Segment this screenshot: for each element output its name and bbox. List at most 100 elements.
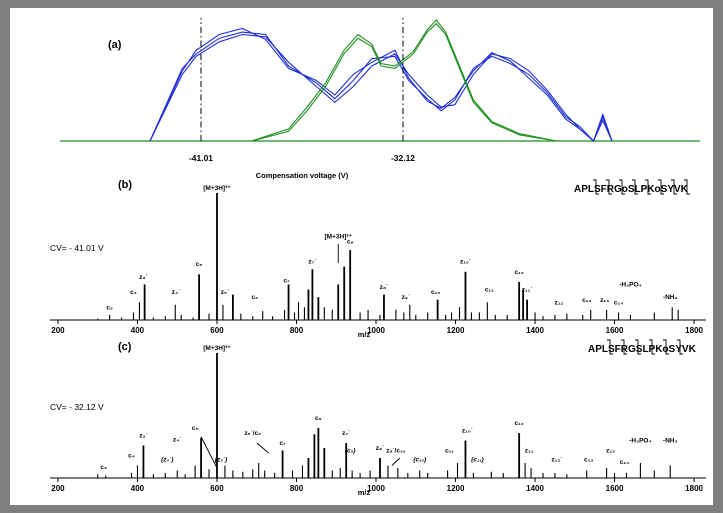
panel-b-cleavage-mark xyxy=(684,179,690,195)
panel-c-peak-annotation: c₃ xyxy=(100,464,107,471)
panel-b-peak-annotation: z₈˙ xyxy=(380,283,388,291)
panel-b-peak-annotation: c₈ xyxy=(347,238,354,245)
panel-b-peak-annotation: z₇˙ xyxy=(308,258,316,266)
panel-c-peak-annotation: -H₃PO₄ xyxy=(629,438,651,445)
panel-c-x-axis-label: m/z xyxy=(358,488,371,497)
panel-b-peak-annotation: c₁₁ xyxy=(485,287,494,294)
panel-b-x-tick-label: 800 xyxy=(290,326,304,335)
panel-b-cleavage-mark xyxy=(606,179,612,195)
panel-c-peak-annotation: z₁₃ xyxy=(606,448,615,455)
panel-c-x-tick-label: 800 xyxy=(290,484,304,493)
panel-b-x-tick-label: 200 xyxy=(51,326,65,335)
panel-b-x-tick-label: 1800 xyxy=(685,326,703,335)
panel-b-peak-annotation: -H₃PO₄ xyxy=(619,282,641,289)
panel-b-peak-annotation: z₃˙ xyxy=(139,273,147,281)
panel-c-label: (c) xyxy=(118,341,132,353)
spectra-figure: (a) -41.01 -32.12 Compensation voltage (V) (… xyxy=(50,18,706,497)
panel-c-peak-annotation: z₉˙/c₁₀ xyxy=(386,447,405,455)
panel-c-peak-annotation: c₁₂ xyxy=(515,420,524,427)
panel-b-peak-annotation: c₇ xyxy=(283,278,290,285)
panel-c-peak-annotation: c₁₄ xyxy=(620,459,629,466)
panel-a-series-line xyxy=(149,31,613,142)
panel-b-peak-annotation: c₁₀ xyxy=(431,289,440,296)
panel-c-sequence: APLSFRGSLPKoSYVK xyxy=(588,344,697,355)
panel-c-x-tick-label: 1000 xyxy=(367,484,385,493)
panel-b-peak-annotation: c₃ xyxy=(106,304,113,311)
panel-c-peak-annotation: (c₁₀) xyxy=(413,456,426,463)
panel-c-peak-annotation: c₈ xyxy=(315,415,322,422)
panel-c-cleavage-mark xyxy=(621,339,627,355)
panel-b-cleavage-mark xyxy=(593,179,599,195)
panel-c-annotation-arrow xyxy=(256,442,269,454)
panel-b-peak-annotation: z₉˙ xyxy=(402,293,410,301)
panel-a-label: (a) xyxy=(108,39,122,51)
panel-b-peak-annotation: c₁₂ xyxy=(515,269,524,276)
panel-c-peak-annotation: (z₄˙) xyxy=(161,455,173,463)
panel-b-peak-annotation: z₁₂ xyxy=(554,299,563,306)
panel-b-peak-annotation: z₁₀˙ xyxy=(460,258,471,266)
panel-c-cleavage-mark xyxy=(635,339,641,355)
panel-c-peak-annotation: (c₈) xyxy=(345,448,356,455)
panel-b-cleavage-mark xyxy=(671,179,677,195)
panel-c-peak-annotation: z₄˙ xyxy=(173,435,182,443)
panel-c-x-tick-label: 1600 xyxy=(606,484,624,493)
panel-c-peak-annotation: c₄ xyxy=(128,453,135,460)
panel-c-peak-annotation: [M+3H]³⁺ xyxy=(203,345,231,352)
panel-a-series-line xyxy=(251,22,557,142)
panel-b-peak-annotation: c₁₄ xyxy=(614,299,623,306)
panel-c-peak-annotation: z₁₀˙ xyxy=(462,427,473,435)
panel-b-label: (b) xyxy=(118,179,132,191)
panel-c-peak-annotation: z₇˙ xyxy=(342,429,350,437)
panel-c-x-tick-label: 1800 xyxy=(685,484,703,493)
panel-c-annotation-arrow xyxy=(391,457,401,466)
panel-b-condition: CV= - 41.01 V xyxy=(50,243,104,253)
panel-b-peak-annotation: -NH₃ xyxy=(663,294,678,301)
panel-b-sequence: APLSFRGoSLPKoSYVK xyxy=(574,184,689,195)
panel-c-x-tick-label: 200 xyxy=(51,484,65,493)
panel-b-peak-annotation: z₅˙ xyxy=(221,288,229,296)
panel-c-peak-annotation: z₃˙ xyxy=(139,432,147,440)
panel-b-x-axis-label: m/z xyxy=(358,330,371,339)
panel-b-peak-annotation: [M+3H]²⁺ xyxy=(325,233,353,240)
panel-c-x-tick-label: 1200 xyxy=(447,484,465,493)
panel-c-peak-annotation: z₅˙/c₆ xyxy=(244,429,261,437)
panel-c-peak-annotation: (c₁₁) xyxy=(471,456,484,463)
panel-b-peak-annotation: c₁₃ xyxy=(582,297,591,304)
panel-c-peak-annotation: z₁₁ xyxy=(525,448,534,455)
panel-c-peak-annotation: c₅ xyxy=(192,425,199,432)
panel-c-peak-annotation: c₁₃ xyxy=(584,456,593,463)
panel-b-cleavage-mark xyxy=(619,179,625,195)
panel-c-x-tick-label: 1400 xyxy=(526,484,544,493)
panel-b-x-tick-label: 1400 xyxy=(526,326,544,335)
panel-b-cleavage-mark xyxy=(658,179,664,195)
panel-c-peak-annotation: z₁₂˙ xyxy=(551,455,562,463)
panel-a-series-line xyxy=(149,33,613,142)
panel-b-peak-annotation: [M+3H]³⁺ xyxy=(203,185,231,192)
panel-b-x-tick-label: 600 xyxy=(210,326,224,335)
panel-b-cleavage-mark xyxy=(632,179,638,195)
panel-b-x-tick-label: 1200 xyxy=(447,326,465,335)
panel-b-peak-annotation: z₁₃ xyxy=(600,297,609,304)
panel-c-cleavage-mark xyxy=(607,339,613,355)
panel-b-peak-annotation: c₆ xyxy=(251,294,258,301)
panel-b-peak-annotation: z₄˙ xyxy=(172,288,181,296)
panel-a-cv-tick-label: -32.12 xyxy=(391,153,415,163)
panel-c-peak-annotation: c₁₁ xyxy=(445,448,454,455)
panel-b-x-tick-label: 1000 xyxy=(367,326,385,335)
panel-c-x-tick-label: 400 xyxy=(131,484,145,493)
panel-c-peak-annotation: c₇ xyxy=(279,440,286,447)
panel-b-x-tick-label: 1600 xyxy=(606,326,624,335)
figure-panel: (a) -41.01 -32.12 Compensation voltage (V) (… xyxy=(10,8,713,505)
panel-a-cv-tick-label: -41.01 xyxy=(189,153,213,163)
panel-c-cleavage-mark xyxy=(649,339,655,355)
panel-c-peak-annotation: z₈˙ xyxy=(376,444,384,452)
panel-b-peak-annotation: c₅ xyxy=(196,261,203,268)
panel-a-x-axis-label: Compensation voltage (V) xyxy=(256,171,349,180)
panel-c-annotation-arrow xyxy=(200,436,218,469)
panel-c-condition: CV= - 32.12 V xyxy=(50,402,104,412)
panel-c-cleavage-mark xyxy=(677,339,683,355)
panel-c-peak-annotation: -NH₃ xyxy=(663,438,678,445)
panel-b-peak-annotation: z₁₁˙ xyxy=(522,286,533,294)
panel-a-series-line xyxy=(251,19,557,142)
panel-b-cleavage-mark xyxy=(645,179,651,195)
